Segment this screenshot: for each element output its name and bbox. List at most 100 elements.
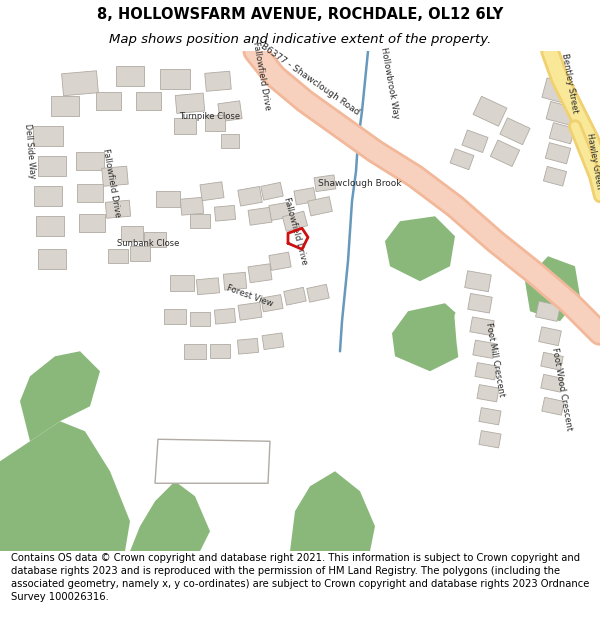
Bar bbox=[473, 96, 507, 126]
Bar bbox=[238, 302, 262, 320]
Text: Fallowfield Drive: Fallowfield Drive bbox=[281, 196, 308, 266]
Bar bbox=[500, 118, 530, 145]
Text: Turnpike Close: Turnpike Close bbox=[179, 112, 241, 121]
Text: B6377 - Shawclough Road: B6377 - Shawclough Road bbox=[259, 42, 361, 117]
Polygon shape bbox=[130, 481, 210, 551]
Polygon shape bbox=[385, 216, 455, 281]
Bar bbox=[539, 327, 562, 346]
Bar bbox=[468, 294, 492, 313]
Bar bbox=[536, 301, 560, 321]
Bar bbox=[294, 188, 316, 205]
Bar bbox=[108, 249, 128, 263]
Bar bbox=[116, 66, 144, 86]
Bar bbox=[144, 232, 166, 247]
Bar bbox=[308, 197, 332, 216]
Text: Bentley Street: Bentley Street bbox=[560, 52, 580, 114]
Bar bbox=[121, 226, 143, 241]
Bar bbox=[465, 271, 491, 292]
Bar bbox=[470, 317, 494, 336]
Text: Fallowfield Drive: Fallowfield Drive bbox=[251, 41, 272, 111]
Bar bbox=[261, 182, 283, 200]
Bar bbox=[175, 93, 205, 113]
Polygon shape bbox=[392, 303, 465, 371]
Bar bbox=[248, 264, 272, 282]
Bar bbox=[479, 408, 501, 425]
Bar bbox=[473, 340, 495, 358]
Text: Forest View: Forest View bbox=[226, 284, 274, 309]
Bar bbox=[36, 216, 64, 236]
Bar bbox=[79, 214, 105, 232]
Bar bbox=[541, 374, 563, 392]
Polygon shape bbox=[155, 439, 270, 483]
Bar bbox=[450, 149, 474, 170]
Text: Hollowbrook Way: Hollowbrook Way bbox=[379, 47, 401, 120]
Bar bbox=[38, 249, 66, 269]
Text: Sunbank Close: Sunbank Close bbox=[117, 239, 179, 248]
Text: Fallowfield Drive: Fallowfield Drive bbox=[101, 148, 122, 218]
Bar bbox=[200, 182, 224, 201]
Bar bbox=[238, 186, 262, 206]
Bar bbox=[76, 152, 104, 170]
Bar bbox=[262, 333, 284, 349]
Bar bbox=[550, 122, 575, 144]
Bar bbox=[205, 115, 225, 131]
Bar bbox=[174, 118, 196, 134]
Bar bbox=[307, 284, 329, 302]
Text: Map shows position and indicative extent of the property.: Map shows position and indicative extent… bbox=[109, 34, 491, 46]
Bar bbox=[479, 431, 501, 448]
Bar bbox=[475, 362, 497, 380]
Bar bbox=[283, 211, 308, 231]
Bar bbox=[284, 288, 306, 305]
Bar bbox=[542, 398, 564, 415]
Bar bbox=[238, 338, 259, 354]
Bar bbox=[546, 101, 574, 125]
Bar bbox=[106, 200, 131, 218]
Text: Dell Side Way: Dell Side Way bbox=[23, 123, 37, 179]
Bar bbox=[248, 208, 272, 225]
Bar bbox=[181, 198, 203, 215]
Bar bbox=[210, 344, 230, 358]
Bar bbox=[261, 294, 283, 312]
Polygon shape bbox=[525, 256, 580, 321]
Bar bbox=[541, 352, 563, 370]
Bar bbox=[33, 126, 63, 146]
Bar bbox=[223, 272, 247, 290]
Bar bbox=[314, 175, 336, 192]
Bar bbox=[190, 312, 210, 326]
Text: Shawclough Brook: Shawclough Brook bbox=[318, 179, 402, 187]
Bar bbox=[542, 78, 574, 104]
Bar bbox=[184, 344, 206, 359]
Bar bbox=[51, 96, 79, 116]
Bar bbox=[130, 246, 150, 261]
Polygon shape bbox=[0, 421, 130, 551]
Text: 8, HOLLOWSFARM AVENUE, ROCHDALE, OL12 6LY: 8, HOLLOWSFARM AVENUE, ROCHDALE, OL12 6L… bbox=[97, 7, 503, 22]
Text: Foot Mill Crescent: Foot Mill Crescent bbox=[484, 321, 506, 397]
Bar bbox=[544, 166, 566, 186]
Bar bbox=[462, 130, 488, 152]
Text: Contains OS data © Crown copyright and database right 2021. This information is : Contains OS data © Crown copyright and d… bbox=[11, 552, 589, 602]
Bar bbox=[477, 384, 499, 402]
Bar bbox=[269, 252, 291, 271]
Bar bbox=[205, 71, 231, 91]
Bar bbox=[190, 214, 210, 228]
Bar bbox=[545, 142, 571, 164]
Bar bbox=[160, 69, 190, 89]
Bar bbox=[164, 309, 186, 324]
Bar bbox=[95, 92, 121, 110]
Bar bbox=[218, 101, 242, 122]
Bar bbox=[38, 156, 66, 176]
Polygon shape bbox=[20, 351, 100, 441]
Text: Foot Wood Crescent: Foot Wood Crescent bbox=[550, 347, 574, 431]
Bar bbox=[214, 308, 236, 324]
Bar bbox=[170, 275, 194, 291]
Bar bbox=[196, 278, 220, 294]
Text: Hawley Green: Hawley Green bbox=[584, 132, 600, 190]
Polygon shape bbox=[290, 471, 375, 551]
Bar bbox=[490, 140, 520, 166]
Bar bbox=[156, 191, 180, 208]
Bar bbox=[77, 184, 103, 203]
Bar bbox=[62, 71, 98, 96]
Bar bbox=[136, 92, 161, 110]
Bar bbox=[269, 202, 291, 221]
Bar bbox=[102, 166, 128, 186]
